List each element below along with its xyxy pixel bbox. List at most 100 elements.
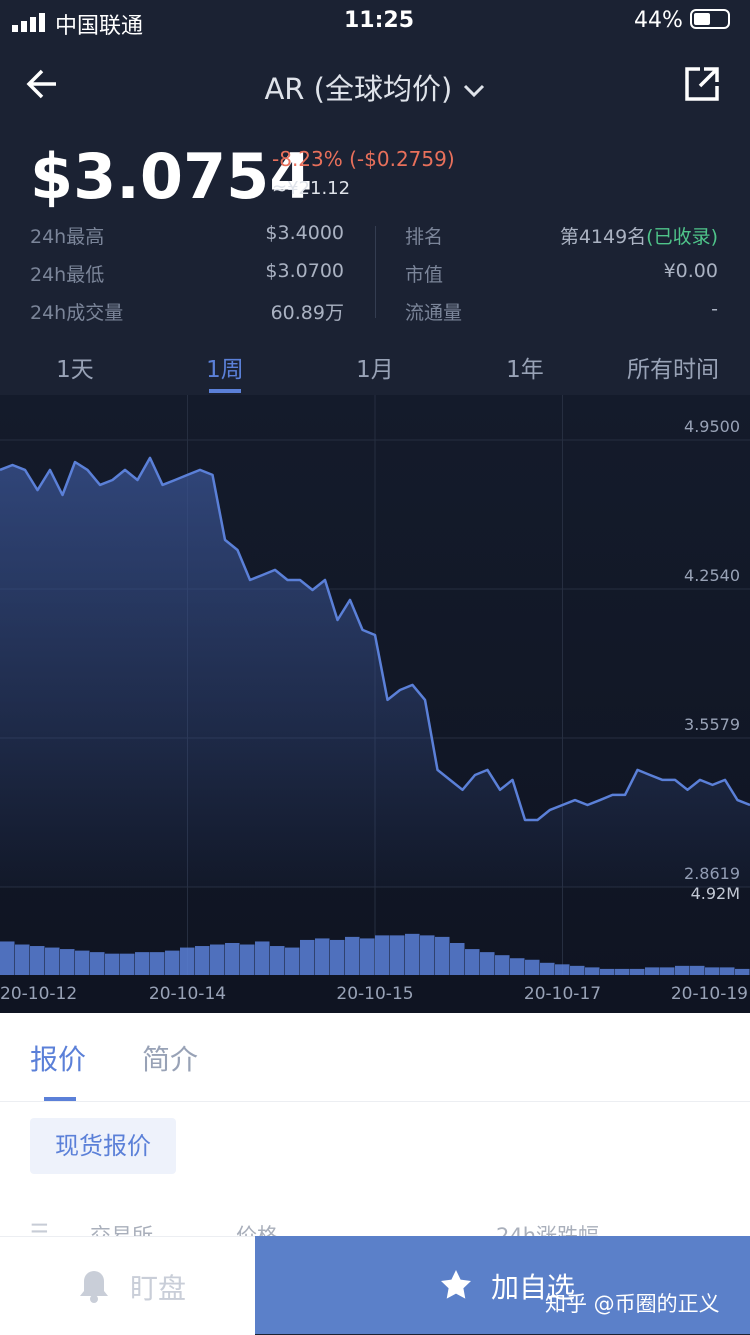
title-text: AR (全球均价) (264, 72, 453, 106)
volume-bar (285, 947, 300, 975)
volume-bar (60, 949, 75, 975)
page-title[interactable]: AR (全球均价) (0, 66, 750, 108)
volume-bar (420, 935, 435, 975)
watch-label: 盯盘 (130, 1272, 187, 1305)
volume-bar (105, 953, 120, 975)
range-tab[interactable]: 1年 (506, 357, 544, 383)
volume-bar (210, 944, 225, 975)
volume-bar (90, 952, 105, 975)
volume-max-label: 4.92M (691, 884, 740, 903)
change-pct: -8.23% (272, 147, 343, 171)
volume-bar (570, 965, 585, 975)
price-change: -8.23% (-$0.2759) (272, 147, 455, 171)
volume-bar (495, 955, 510, 975)
range-tab[interactable]: 1周 (206, 357, 244, 383)
volume-bar (165, 950, 180, 975)
section-indicator (44, 1097, 76, 1101)
cny-price: ≈¥21.12 (272, 178, 351, 199)
volume-bar (675, 965, 690, 975)
volume-bar (555, 964, 570, 975)
spot-button[interactable]: 现货报价 (30, 1118, 176, 1174)
x-tick-label: 20-10-12 (0, 984, 77, 1004)
volume-bar (225, 942, 240, 975)
volume-bar (135, 952, 150, 975)
stat-value: ¥0.00 (663, 260, 718, 282)
x-tick-label: 20-10-14 (149, 984, 226, 1004)
volume-bar (450, 942, 465, 975)
range-tab[interactable]: 所有时间 (627, 357, 719, 383)
change-amount: (-$0.2759) (349, 147, 455, 171)
tab-indicator (209, 389, 241, 393)
current-price: $3.0754 (30, 140, 313, 213)
volume-bar (255, 941, 270, 975)
watermark: 知乎 @币圈的正义 (545, 1292, 720, 1316)
stat-label: 流通量 (405, 302, 463, 324)
y-tick-label: 4.2540 (684, 566, 740, 585)
volume-bar (540, 962, 555, 975)
stat-value: - (711, 298, 718, 320)
volume-bar (240, 944, 255, 975)
y-tick-label: 3.5579 (684, 715, 740, 734)
range-tab[interactable]: 1天 (56, 357, 94, 383)
carrier: 中国联通 (55, 14, 144, 39)
volume-bar (690, 965, 705, 975)
volume-bar (75, 950, 90, 975)
bell-icon (78, 1269, 110, 1307)
volume-bar (270, 946, 285, 975)
star-icon (440, 1269, 472, 1305)
volume-bar (705, 967, 720, 975)
volume-bar (405, 933, 420, 975)
watch-button[interactable]: 盯盘 (0, 1236, 255, 1335)
volume-bar (510, 958, 525, 975)
volume-bar (735, 968, 750, 975)
stat-label: 24h成交量 (30, 302, 124, 324)
volume-bar (645, 967, 660, 975)
volume-bar (300, 939, 315, 975)
volume-bar (615, 968, 630, 975)
y-tick-label: 4.9500 (684, 417, 740, 436)
price-chart: 20-10-12 20-10-14 20-10-15 20-10-17 20-10-19… (0, 395, 750, 1013)
stat-value: $3.4000 (265, 222, 344, 244)
volume-bar (480, 952, 495, 975)
stat-label: 24h最低 (30, 264, 105, 286)
x-tick-label: 20-10-19 (671, 984, 748, 1004)
battery-level: 44% (634, 8, 683, 33)
x-tick-label: 20-10-15 (336, 984, 413, 1004)
volume-bar (150, 952, 165, 975)
clock: 11:25 (344, 8, 415, 33)
price-area (0, 457, 750, 887)
volume-bar (180, 947, 195, 975)
stat-value: $3.0700 (265, 260, 344, 282)
volume-bar (120, 953, 135, 975)
volume-bar (465, 949, 480, 975)
volume-bar (660, 967, 675, 975)
stats-divider (375, 226, 376, 318)
volume-bar (15, 944, 30, 975)
divider (0, 1101, 750, 1102)
volume-bar (360, 938, 375, 975)
volume-bar (0, 941, 15, 975)
share-button[interactable] (684, 66, 720, 106)
volume-bar (720, 967, 735, 975)
volume-bar (630, 968, 645, 975)
section-tab[interactable]: 报价 (30, 1043, 87, 1076)
section-tab[interactable]: 简介 (142, 1043, 199, 1076)
price-line (0, 456, 750, 822)
add-label: 加自选 (491, 1271, 576, 1304)
volume-bar (375, 935, 390, 975)
battery-icon (690, 9, 730, 29)
rank: 第4149名 (559, 226, 647, 248)
stat-label: 排名 (405, 226, 444, 248)
stat-value: 第4149名(已收录) (560, 222, 718, 249)
range-tab[interactable]: 1月 (356, 357, 394, 383)
volume-bar (345, 936, 360, 975)
back-button[interactable] (24, 66, 60, 106)
add-watchlist-button[interactable]: 加自选 (255, 1236, 750, 1334)
x-tick-label: 20-10-17 (524, 984, 601, 1004)
volume-bar (600, 968, 615, 975)
volume-bar (585, 967, 600, 975)
volume-bar (435, 936, 450, 975)
volume-bar (30, 946, 45, 975)
volume-bar (525, 959, 540, 975)
